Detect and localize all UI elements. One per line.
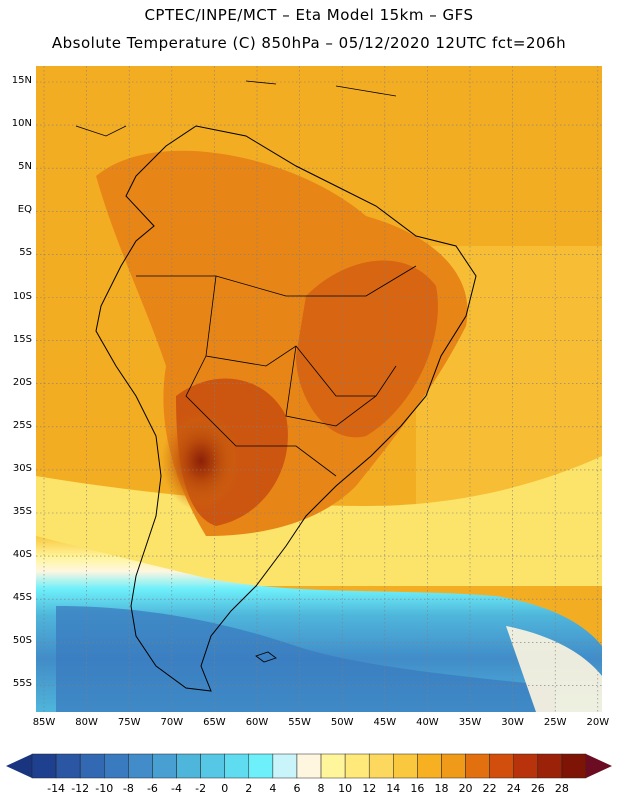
map-title-model: CPTEC/INPE/MCT – Eta Model 15km – GFS xyxy=(144,6,474,24)
colorbar-bin xyxy=(513,753,539,779)
colorbar-bin xyxy=(393,753,418,779)
lat-label: 50S xyxy=(12,635,32,647)
lon-label: 85W xyxy=(32,717,56,728)
lon-label: 30W xyxy=(501,717,524,728)
lon-label: 70W xyxy=(160,717,184,728)
temperature-map xyxy=(36,66,602,712)
coastline-south-america xyxy=(95,125,477,692)
colorbar-label: 16 xyxy=(410,782,425,795)
colorbar-label: -8 xyxy=(122,782,134,795)
lon-label: 40W xyxy=(416,717,439,728)
lat-label: 5S xyxy=(19,247,32,259)
colorbar-label: 12 xyxy=(362,782,377,795)
colorbar-label: 28 xyxy=(554,782,569,795)
colorbar-bin xyxy=(417,753,442,779)
lon-label: 50W xyxy=(330,717,354,728)
colorbar-label: 14 xyxy=(386,782,401,795)
lat-label: 30S xyxy=(12,462,32,474)
colorbar-bin xyxy=(441,753,466,779)
lon-label: 20W xyxy=(586,717,610,728)
colorbar-label: -4 xyxy=(171,782,182,795)
colorbar-label: -10 xyxy=(95,782,114,795)
colorbar-label: -12 xyxy=(71,782,90,795)
colorbar-bin xyxy=(176,753,201,779)
lat-label: 35S xyxy=(12,506,32,517)
lon-label: 35W xyxy=(458,717,482,728)
colorbar-bin xyxy=(561,753,587,779)
lon-label: 65W xyxy=(203,717,226,728)
lat-label: 25S xyxy=(12,419,32,431)
colorbar-bin xyxy=(465,753,490,779)
colorbar-bin xyxy=(224,753,250,779)
colorbar-bin xyxy=(537,753,563,779)
field-land-hot-brazil xyxy=(296,260,438,438)
colorbar-bin xyxy=(368,753,394,779)
colorbar-bin xyxy=(248,753,274,779)
colorbar-bin xyxy=(104,753,129,779)
colorbar-label: 18 xyxy=(434,782,449,795)
colorbar-label: 20 xyxy=(458,782,473,795)
lat-label: 15S xyxy=(12,333,32,345)
colorbar-bin xyxy=(31,753,57,779)
falkland-islands xyxy=(255,651,277,663)
colorbar-bin xyxy=(79,753,105,779)
lon-label: 25W xyxy=(543,717,567,728)
colorbar-label: 22 xyxy=(482,782,497,795)
lon-label: 45W xyxy=(373,717,397,728)
border-interior xyxy=(136,265,417,477)
field-cold-east xyxy=(506,626,602,712)
lat-label: 20S xyxy=(12,376,32,388)
colorbar-label: 24 xyxy=(506,782,521,795)
colorbar-bin xyxy=(489,753,514,779)
lat-label: 55S xyxy=(12,678,32,690)
lat-label: 10S xyxy=(12,290,32,302)
colorbar-bin xyxy=(320,753,346,779)
lat-label: 10N xyxy=(11,118,32,130)
lat-label: 45S xyxy=(12,592,32,604)
colorbar-bin xyxy=(344,753,370,779)
colorbar-bin xyxy=(296,753,322,779)
colorbar-left-arrow xyxy=(6,754,32,778)
colorbar-bin xyxy=(200,753,225,779)
colorbar-bins xyxy=(31,753,587,779)
colorbar-bin xyxy=(152,753,177,779)
colorbar-label: 8 xyxy=(317,782,325,795)
lon-label: 60W xyxy=(245,717,269,728)
lon-label: 75W xyxy=(117,717,141,728)
colorbar-label: 10 xyxy=(338,782,353,795)
field-yellow-band xyxy=(36,456,602,586)
colorbar-label: -6 xyxy=(146,782,158,795)
lon-label: 80W xyxy=(75,717,98,728)
colorbar-label: 4 xyxy=(269,782,277,795)
colorbar-label: 26 xyxy=(530,782,545,795)
colorbar-label: -14 xyxy=(47,782,66,795)
colorbar-label: 6 xyxy=(293,782,301,795)
lat-label: 40S xyxy=(12,549,32,561)
colorbar-right-arrow xyxy=(586,754,612,778)
colorbar-label: 0 xyxy=(221,782,229,795)
colorbar-label: -2 xyxy=(195,782,207,795)
colorbar-bin xyxy=(55,753,81,779)
colorbar-bin xyxy=(272,753,298,779)
colorbar xyxy=(6,753,612,779)
lat-label: 15N xyxy=(11,75,32,86)
lon-label: 55W xyxy=(288,717,311,728)
colorbar-bin xyxy=(128,753,153,779)
lat-label: 5N xyxy=(18,161,32,173)
map-title-variable: Absolute Temperature (C) 850hPa – 05/12/… xyxy=(51,34,567,52)
colorbar-label: 2 xyxy=(245,782,253,795)
lat-label: EQ xyxy=(17,204,32,216)
caribbean-islands xyxy=(75,80,397,137)
field-hot-core-argentina xyxy=(161,411,241,511)
